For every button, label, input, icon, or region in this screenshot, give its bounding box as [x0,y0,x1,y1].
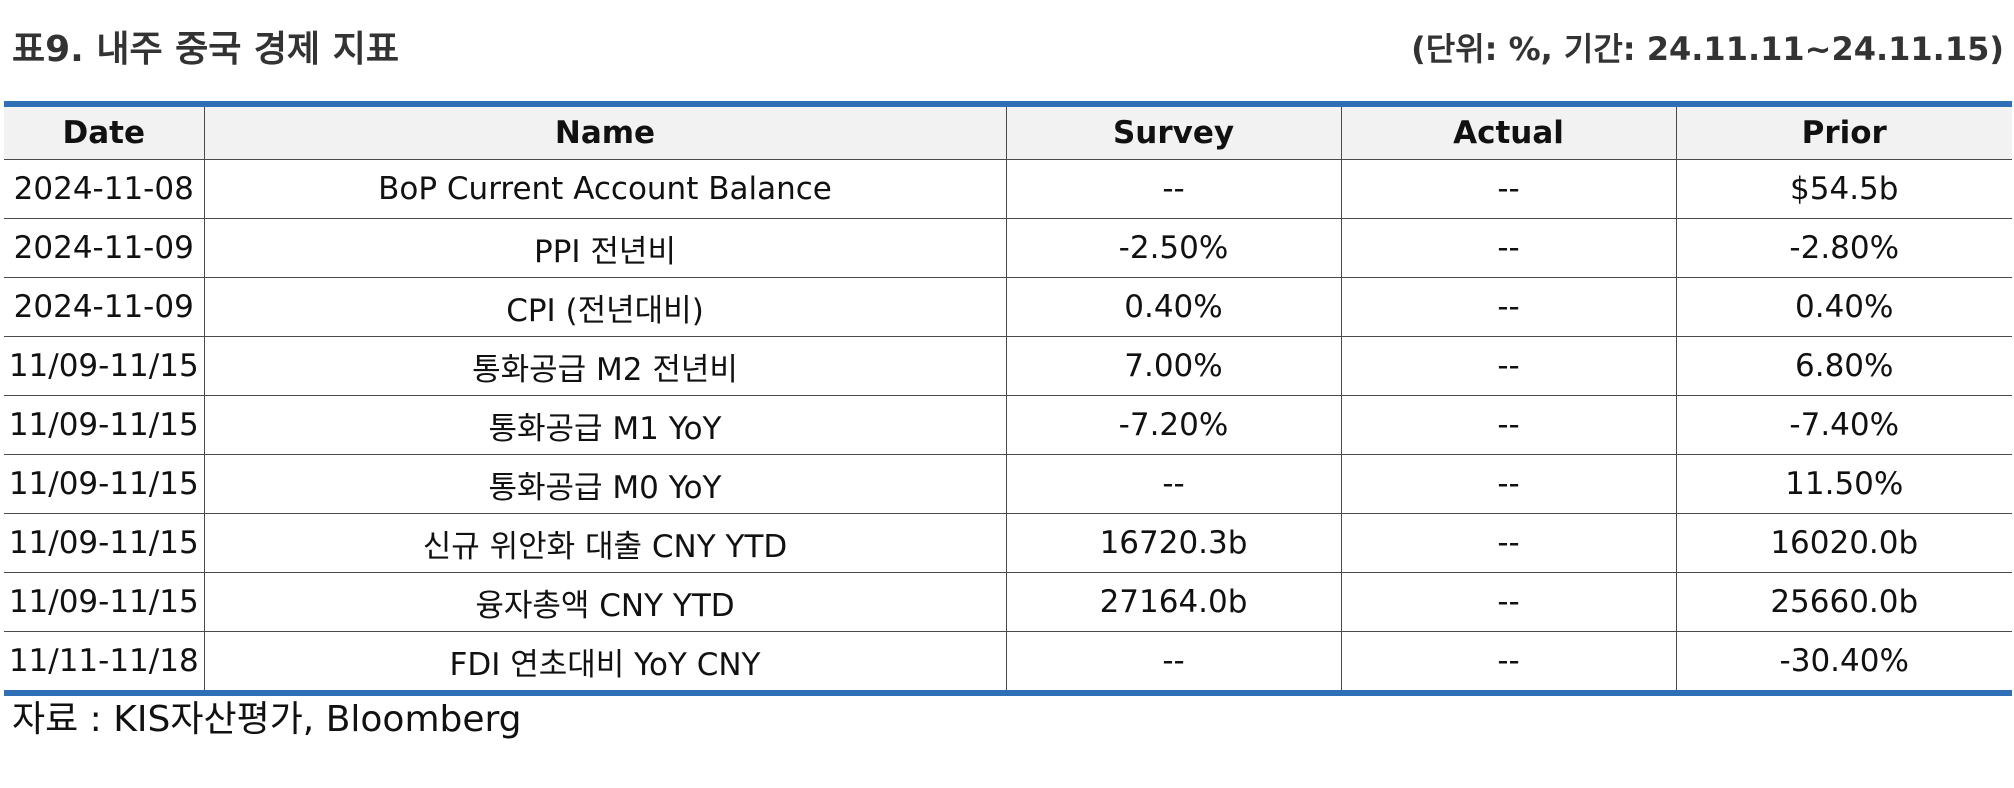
column-header-prior: Prior [1675,107,2012,160]
cell-actual: -- [1340,395,1677,455]
source-note: 자료 : KIS자산평가, Bloomberg [12,699,522,740]
cell-actual: -- [1340,572,1677,632]
cell-name: 신규 위안화 대출 CNY YTD [203,513,1007,573]
cell-actual: -- [1340,513,1677,573]
cell-survey: -2.50% [1005,218,1342,278]
page-title: 표9. 내주 중국 경제 지표 [12,29,399,70]
table-top-rule [4,101,2012,107]
table-row: 11/09-11/15 신규 위안화 대출 CNY YTD 16720.3b -… [4,513,2012,573]
cell-name: 융자총액 CNY YTD [203,572,1007,632]
column-header-date: Date [4,107,205,160]
cell-date: 11/09-11/15 [4,572,205,632]
unit-note: (단위: %, 기간: 24.11.11~24.11.15) [1411,30,2004,68]
cell-actual: -- [1340,218,1677,278]
table-row: 11/09-11/15 통화공급 M2 전년비 7.00% -- 6.80% [4,336,2012,396]
cell-date: 11/09-11/15 [4,336,205,396]
cell-prior: -7.40% [1675,395,2012,455]
cell-survey: -- [1005,159,1342,219]
cell-date: 2024-11-09 [4,277,205,337]
cell-prior: 16020.0b [1675,513,2012,573]
table-row: 2024-11-09 CPI (전년대비) 0.40% -- 0.40% [4,277,2012,337]
table-row: 11/09-11/15 통화공급 M1 YoY -7.20% -- -7.40% [4,395,2012,455]
cell-name: PPI 전년비 [203,218,1007,278]
cell-actual: -- [1340,159,1677,219]
cell-date: 11/09-11/15 [4,395,205,455]
column-header-name: Name [203,107,1007,160]
cell-actual: -- [1340,631,1677,690]
cell-date: 11/11-11/18 [4,631,205,690]
indicator-table-container: Date Name Survey Actual Prior 2024-11-08… [4,101,2012,696]
cell-date: 2024-11-08 [4,159,205,219]
table-row: 11/11-11/18 FDI 연초대비 YoY CNY -- -- -30.4… [4,631,2012,690]
table-header-row: Date Name Survey Actual Prior [4,107,2012,160]
column-header-actual: Actual [1340,107,1677,160]
cell-prior: 25660.0b [1675,572,2012,632]
cell-actual: -- [1340,277,1677,337]
cell-date: 2024-11-09 [4,218,205,278]
cell-name: 통화공급 M1 YoY [203,395,1007,455]
cell-survey: -- [1005,631,1342,690]
table-row: 2024-11-08 BoP Current Account Balance -… [4,159,2012,219]
cell-prior: -30.40% [1675,631,2012,690]
cell-name: FDI 연초대비 YoY CNY [203,631,1007,690]
cell-survey: -7.20% [1005,395,1342,455]
cell-date: 11/09-11/15 [4,513,205,573]
cell-survey: 16720.3b [1005,513,1342,573]
cell-name: 통화공급 M0 YoY [203,454,1007,514]
cell-survey: 27164.0b [1005,572,1342,632]
indicator-table: Date Name Survey Actual Prior 2024-11-08… [4,107,2012,690]
table-row: 11/09-11/15 융자총액 CNY YTD 27164.0b -- 256… [4,572,2012,632]
cell-actual: -- [1340,336,1677,396]
cell-prior: $54.5b [1675,159,2012,219]
cell-name: BoP Current Account Balance [203,159,1007,219]
cell-name: CPI (전년대비) [203,277,1007,337]
cell-survey: 0.40% [1005,277,1342,337]
table-row: 2024-11-09 PPI 전년비 -2.50% -- -2.80% [4,218,2012,278]
cell-prior: 0.40% [1675,277,2012,337]
cell-prior: 11.50% [1675,454,2012,514]
table-row: 11/09-11/15 통화공급 M0 YoY -- -- 11.50% [4,454,2012,514]
cell-name: 통화공급 M2 전년비 [203,336,1007,396]
cell-actual: -- [1340,454,1677,514]
cell-date: 11/09-11/15 [4,454,205,514]
cell-prior: 6.80% [1675,336,2012,396]
cell-survey: -- [1005,454,1342,514]
cell-prior: -2.80% [1675,218,2012,278]
cell-survey: 7.00% [1005,336,1342,396]
table-bottom-rule [4,690,2012,696]
column-header-survey: Survey [1005,107,1342,160]
